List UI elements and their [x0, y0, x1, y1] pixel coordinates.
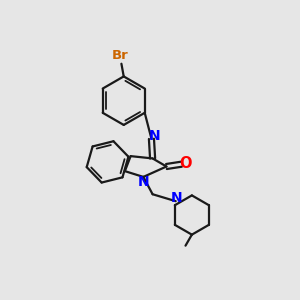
Text: Br: Br	[112, 49, 129, 62]
Text: N: N	[138, 175, 150, 189]
Text: O: O	[179, 155, 191, 170]
Text: N: N	[171, 191, 182, 205]
Text: N: N	[149, 129, 161, 143]
